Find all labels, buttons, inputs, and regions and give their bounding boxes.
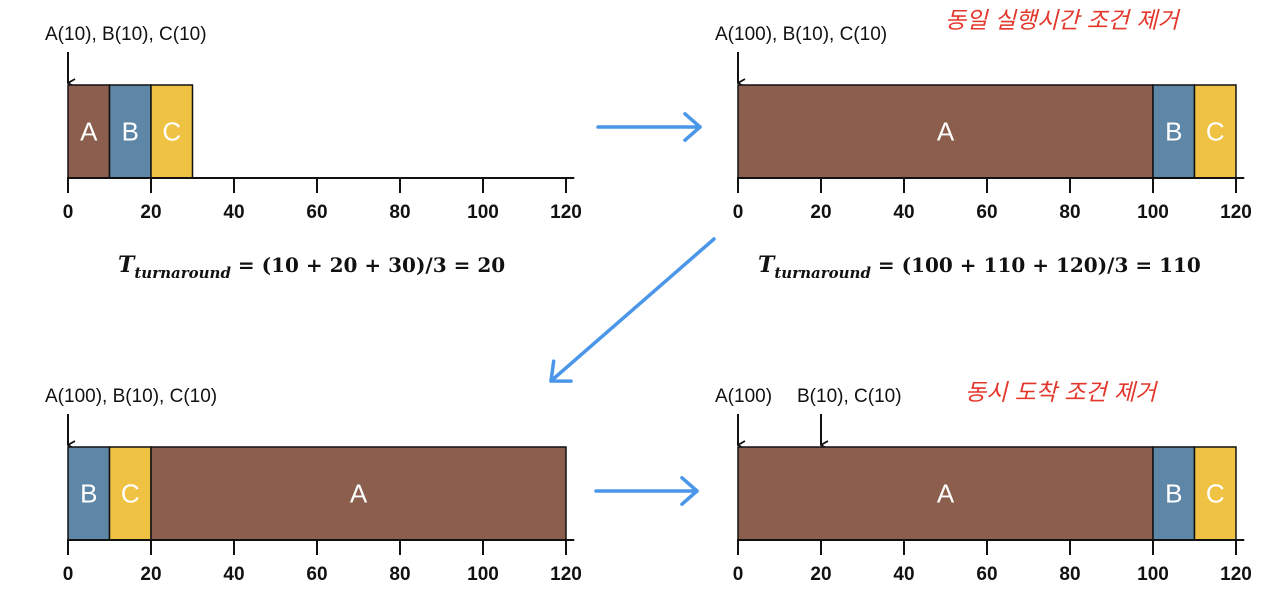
arrival-label: A(100) [715,386,772,407]
tick-label: 120 [1220,564,1252,585]
tick-label: 100 [467,564,499,585]
job-block-a [737,446,1154,541]
tick-label: 60 [976,202,997,223]
tick-label: 120 [550,564,582,585]
job-block-c [1193,84,1237,179]
handwritten-note: 동시 도착 조건 제거 [965,380,1158,406]
arrival-label: A(100), B(10), C(10) [45,386,217,407]
tick-label: 20 [140,202,161,223]
tick-label: 20 [810,202,831,223]
tick-label: 80 [389,564,410,585]
panel-p3: A(100), B(10), C(10) B C A 0 20 40 60 80 100 120 [45,386,582,585]
turnaround-formula: Tturnaround = (100 + 110 + 120)/3 = 110 [758,252,1201,282]
tick-label: 60 [306,202,327,223]
handwritten-note: 동일 실행시간 조건 제거 [945,8,1180,34]
job-label: C [162,117,181,147]
job-block-c [1193,446,1237,541]
tick-label: 0 [63,564,74,585]
tick-label: 0 [733,564,744,585]
job-block-b [1152,84,1196,179]
panel-p1: A(10), B(10), C(10) A B C 0 20 40 60 80 100 120 Ttu… [45,24,582,282]
job-label: C [121,479,140,509]
panels-layer: A(10), B(10), C(10)A B C0 20 40 60 80 100 120Ttu… [45,8,1252,585]
job-block-c [108,446,152,541]
job-label: A [937,479,955,509]
flow-arrow-right-bottom [594,476,699,506]
tick-label: 100 [467,202,499,223]
panel-p2: A(100), B(10), C(10) 동일 실행시간 조건 제거 A B C 0 20 4… [715,8,1252,282]
job-label: A [937,117,955,147]
job-label: B [1165,117,1182,147]
job-label: B [1165,479,1182,509]
tick-label: 40 [893,202,914,223]
tick-label: 80 [389,202,410,223]
flow-arrows [549,112,716,506]
job-block-a [737,84,1154,179]
tick-label: 80 [1059,564,1080,585]
tick-label: 40 [893,564,914,585]
turnaround-formula: Tturnaround = (10 + 20 + 30)/3 = 20 [118,252,505,282]
flow-arrow-diagonal [549,237,716,383]
job-label: C [1206,117,1225,147]
tick-label: 120 [550,202,582,223]
tick-label: 60 [306,564,327,585]
job-block-c [150,84,194,179]
job-block-b [1152,446,1196,541]
arrival-label: B(10), C(10) [797,386,902,407]
job-block-a [150,446,567,541]
tick-label: 40 [223,564,244,585]
job-label: C [1206,479,1225,509]
tick-label: 20 [810,564,831,585]
tick-label: 120 [1220,202,1252,223]
tick-label: 100 [1137,202,1169,223]
tick-label: 100 [1137,564,1169,585]
job-label: B [122,117,139,147]
arrival-label: A(10), B(10), C(10) [45,24,207,45]
job-label: A [80,117,98,147]
tick-label: 0 [63,202,74,223]
arrival-label: A(100), B(10), C(10) [715,24,887,45]
tick-label: 80 [1059,202,1080,223]
flow-arrow-right-top [596,112,702,142]
tick-label: 20 [140,564,161,585]
tick-label: 60 [976,564,997,585]
job-label: A [350,479,368,509]
panel-p4: A(100) B(10), C(10) 동시 도착 조건 제거 A B C 0 20 40 60 8… [715,380,1252,585]
job-label: B [80,479,97,509]
tick-label: 0 [733,202,744,223]
tick-label: 40 [223,202,244,223]
